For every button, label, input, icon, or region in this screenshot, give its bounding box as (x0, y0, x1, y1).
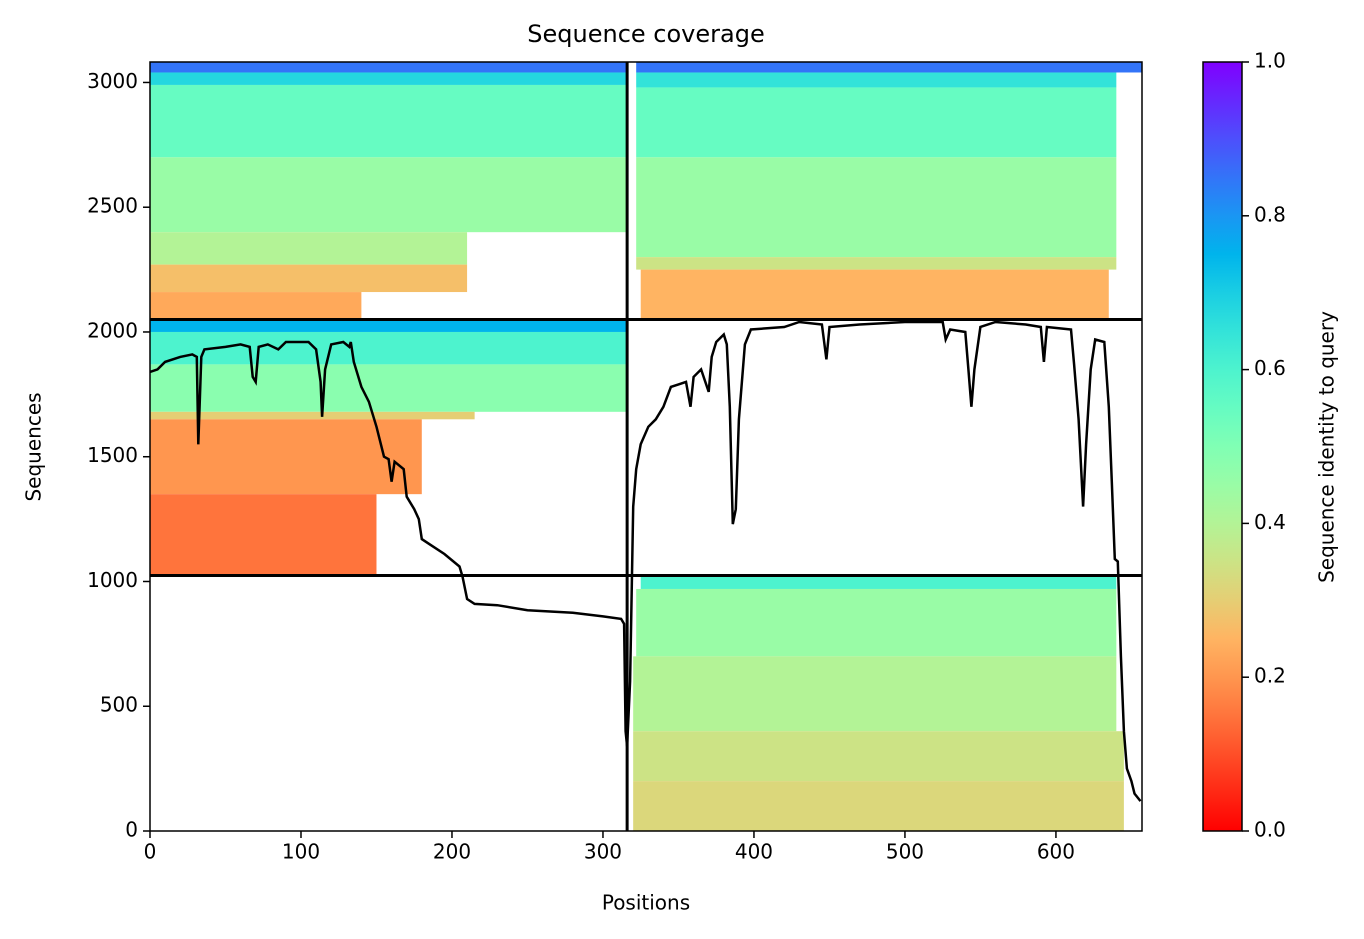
y-tick-label: 3000 (87, 69, 138, 93)
x-axis-label: Positions (602, 891, 690, 915)
coverage-line (149, 320, 1142, 802)
heatmap-cell (633, 781, 1124, 831)
heatmap-cell (150, 232, 468, 265)
y-tick-label: 0 (125, 818, 138, 842)
x-tick-label: 500 (886, 840, 924, 864)
heatmap-cell (150, 411, 475, 420)
y-tick-label: 2500 (87, 194, 138, 218)
heatmap-cell (150, 84, 628, 158)
heatmap-cell (150, 157, 628, 233)
y-axis-label: Sequences (22, 392, 46, 501)
colorbar (1202, 61, 1243, 832)
heatmap-cell (636, 62, 1142, 73)
heatmap-cell (636, 257, 1117, 270)
heatmap-cell (636, 157, 1117, 258)
heatmap-cell (150, 72, 628, 85)
heatmap-cell (636, 588, 1117, 657)
x-tick-label: 0 (144, 840, 157, 864)
heatmap-cell (150, 62, 628, 73)
heatmap-cell (633, 731, 1124, 782)
heatmap-cell (150, 319, 628, 332)
heatmap-cell (633, 656, 1117, 732)
y-tick-label: 1500 (87, 443, 138, 467)
x-tick-label: 600 (1037, 840, 1075, 864)
x-tick-label: 100 (282, 840, 320, 864)
heatmap-cell (150, 264, 468, 293)
heatmap-cell (150, 364, 628, 412)
colorbar-tick-label: 0.6 (1254, 356, 1286, 380)
y-tick-label: 500 (100, 693, 138, 717)
plot-frame (149, 61, 1143, 832)
heatmap-cell (150, 419, 422, 495)
y-tick-label: 2000 (87, 318, 138, 342)
x-tick-label: 400 (735, 840, 773, 864)
colorbar-label: Sequence identity to query (1315, 311, 1339, 583)
colorbar-tick-label: 0.2 (1254, 664, 1286, 688)
x-tick-label: 200 (433, 840, 471, 864)
heatmap-cell (150, 494, 377, 576)
heatmap-cell (150, 292, 362, 320)
heatmap-cell (640, 575, 1117, 589)
colorbar-tick-label: 0.4 (1254, 510, 1286, 534)
colorbar-tick-label: 1.0 (1254, 49, 1286, 73)
colorbar-tick-label: 0.0 (1254, 818, 1286, 842)
heatmap-cell (640, 269, 1109, 320)
chart-title: Sequence coverage (527, 20, 764, 48)
y-tick-label: 1000 (87, 568, 138, 592)
heatmap-cell (636, 72, 1117, 88)
colorbar-tick-label: 0.8 (1254, 202, 1286, 226)
heatmap-cell (636, 87, 1117, 158)
x-tick-label: 300 (584, 840, 622, 864)
heatmap-cell (150, 331, 628, 365)
